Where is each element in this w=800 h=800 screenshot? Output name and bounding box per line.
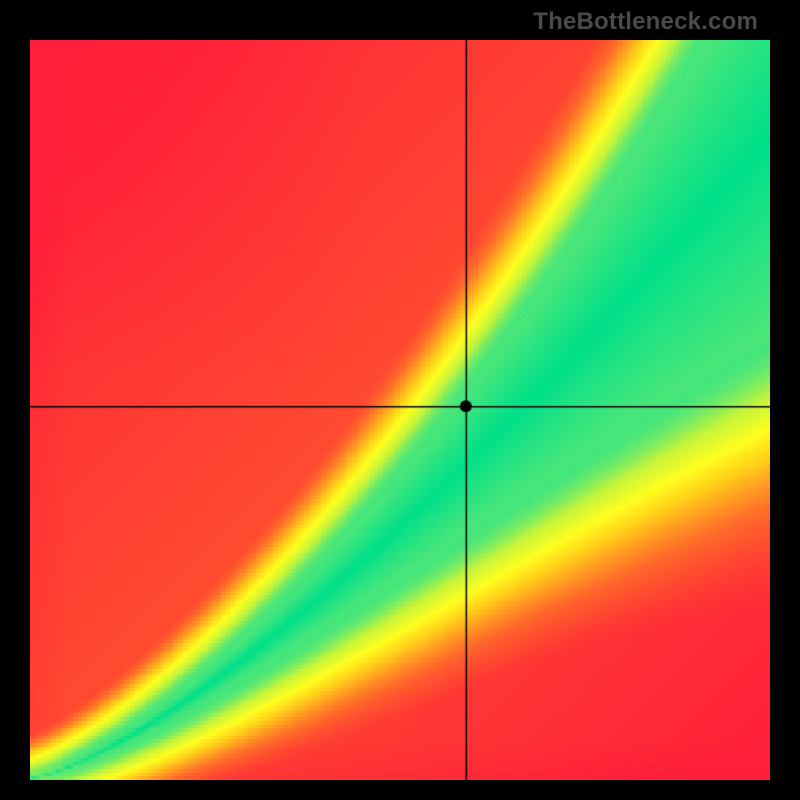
heatmap-canvas — [30, 40, 770, 780]
chart-container: TheBottleneck.com — [0, 0, 800, 800]
watermark-text: TheBottleneck.com — [533, 8, 758, 36]
